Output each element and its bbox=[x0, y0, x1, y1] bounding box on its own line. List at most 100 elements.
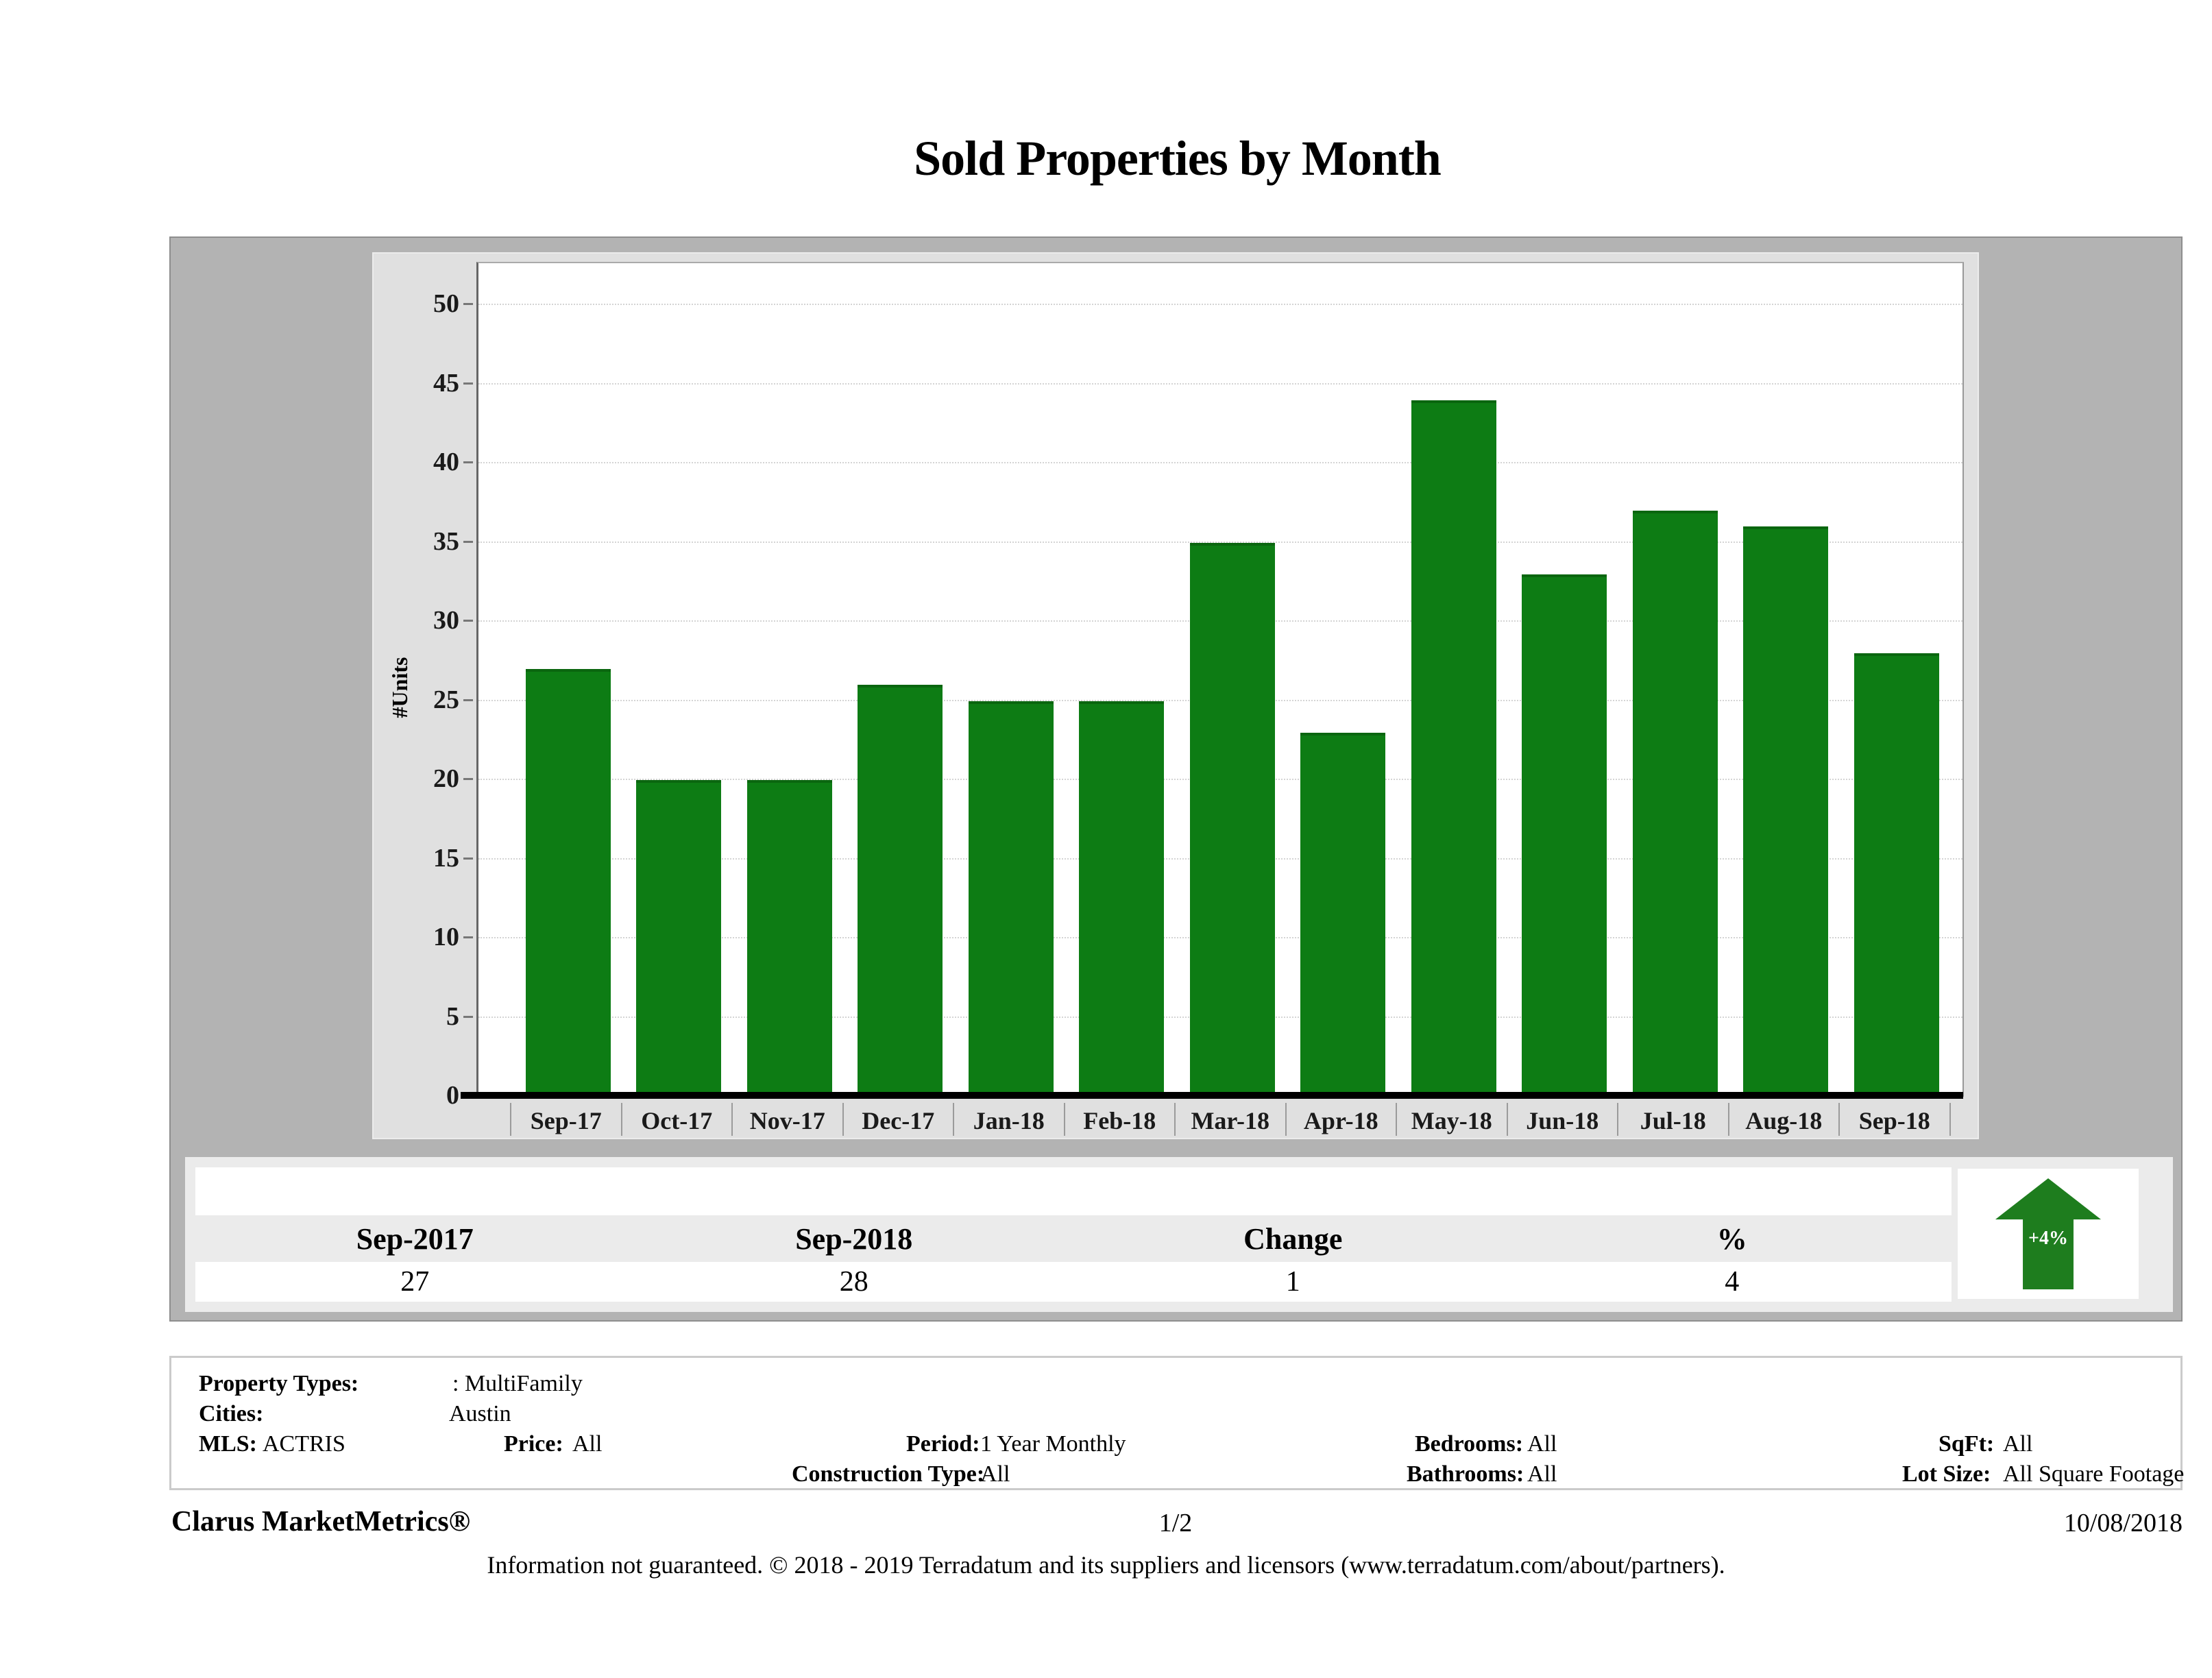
x-tick-label-Nov-17: Nov-17 bbox=[749, 1107, 825, 1134]
filters-panel: Property Types: : MultiFamily Cities: Au… bbox=[169, 1356, 2185, 1490]
bar-Apr-18 bbox=[1300, 732, 1386, 1097]
summary-table-value-row: 27 28 1 4 bbox=[195, 1262, 1952, 1302]
page-title: Sold Properties by Month bbox=[914, 131, 1442, 186]
up-arrow-icon: +4% bbox=[1995, 1178, 2101, 1289]
cities-value: Austin bbox=[449, 1401, 511, 1426]
y-tick-label-35: 35 bbox=[433, 526, 459, 556]
x-tick-separator bbox=[1285, 1103, 1287, 1136]
summary-value-cell: 4 bbox=[1725, 1266, 1740, 1298]
x-tick-label-Feb-18: Feb-18 bbox=[1083, 1107, 1156, 1134]
bar-Jan-18 bbox=[968, 701, 1054, 1097]
summary-header-cell: Sep-2018 bbox=[795, 1221, 913, 1256]
report-date: 10/08/2018 bbox=[2063, 1509, 2183, 1537]
summary-value-cell: 27 bbox=[400, 1266, 430, 1298]
mls-value: ACTRIS bbox=[263, 1431, 345, 1457]
x-tick-separator bbox=[1949, 1103, 1951, 1136]
construction-type-label: Construction Type: bbox=[792, 1461, 985, 1487]
x-tick-separator bbox=[842, 1103, 844, 1136]
y-tick-label-10: 10 bbox=[433, 923, 459, 951]
x-tick-label-Jun-18: Jun-18 bbox=[1526, 1107, 1599, 1134]
x-tick-label-Oct-17: Oct-17 bbox=[641, 1107, 713, 1134]
bar-Jun-18 bbox=[1522, 574, 1607, 1097]
bar-Dec-17 bbox=[858, 685, 943, 1097]
summary-header-cell: Change bbox=[1243, 1221, 1343, 1256]
bar-Aug-18 bbox=[1743, 526, 1829, 1097]
y-tick-mark bbox=[463, 857, 473, 860]
gridline bbox=[478, 382, 1962, 385]
x-tick-label-Mar-18: Mar-18 bbox=[1191, 1107, 1270, 1134]
x-tick-separator bbox=[1727, 1103, 1729, 1136]
x-tick-separator bbox=[1396, 1103, 1397, 1136]
x-tick-separator bbox=[1838, 1103, 1840, 1136]
period-value: 1 Year Monthly bbox=[980, 1431, 1126, 1457]
x-tick-separator bbox=[953, 1103, 954, 1136]
construction-type-value: All bbox=[980, 1461, 1010, 1487]
x-tick-label-May-18: May-18 bbox=[1411, 1107, 1492, 1134]
gridline bbox=[478, 462, 1962, 463]
x-tick-label-Jul-18: Jul-18 bbox=[1640, 1107, 1706, 1134]
y-tick-mark bbox=[463, 778, 473, 780]
y-tick-mark bbox=[463, 936, 473, 938]
disclaimer-text: Information not guaranteed. © 2018 - 201… bbox=[487, 1551, 1725, 1579]
period-label: Period: bbox=[906, 1431, 980, 1457]
summary-value-cell: 1 bbox=[1285, 1266, 1300, 1298]
x-tick-label-Jan-18: Jan-18 bbox=[973, 1107, 1045, 1134]
x-tick-label-Sep-18: Sep-18 bbox=[1858, 1107, 1930, 1134]
lot-size-value: All Square Footage bbox=[2003, 1461, 2185, 1487]
sqft-value: All bbox=[2003, 1431, 2033, 1457]
x-tick-separator bbox=[510, 1103, 511, 1136]
property-types-value: : MultiFamily bbox=[452, 1371, 583, 1396]
trend-badge: +4% bbox=[1958, 1169, 2139, 1299]
bar-Oct-17 bbox=[636, 780, 722, 1097]
x-tick-separator bbox=[731, 1103, 733, 1136]
summary-header-cell: Sep-2017 bbox=[356, 1221, 474, 1256]
x-tick-separator bbox=[620, 1103, 622, 1136]
x-tick-separator bbox=[1506, 1103, 1508, 1136]
mls-label: MLS: bbox=[199, 1431, 257, 1457]
bar-Feb-18 bbox=[1079, 701, 1165, 1097]
price-value: All bbox=[572, 1431, 603, 1457]
y-tick-label-40: 40 bbox=[433, 448, 459, 476]
y-tick-mark bbox=[463, 698, 473, 701]
page-number: 1/2 bbox=[1158, 1509, 1193, 1537]
y-tick-mark bbox=[463, 620, 473, 622]
bar-Mar-18 bbox=[1189, 542, 1275, 1097]
x-tick-label-Dec-17: Dec-17 bbox=[862, 1107, 935, 1134]
bar-Nov-17 bbox=[746, 780, 832, 1097]
y-tick-mark bbox=[463, 1015, 473, 1018]
y-tick-label-5: 5 bbox=[446, 1001, 459, 1031]
x-tick-label-Apr-18: Apr-18 bbox=[1303, 1107, 1378, 1134]
bedrooms-label: Bedrooms: bbox=[1415, 1431, 1524, 1457]
y-tick-label-0: 0 bbox=[446, 1081, 459, 1110]
y-tick-label-20: 20 bbox=[433, 764, 459, 793]
gridline bbox=[478, 541, 1962, 543]
trend-badge-label: +4% bbox=[2028, 1228, 2068, 1249]
y-tick-label-25: 25 bbox=[433, 685, 459, 714]
x-tick-separator bbox=[1174, 1103, 1176, 1136]
bathrooms-label: Bathrooms: bbox=[1407, 1461, 1524, 1487]
y-tick-mark bbox=[463, 461, 473, 463]
bar-chart-plot-area bbox=[476, 262, 1964, 1097]
bar-Sep-18 bbox=[1854, 653, 1939, 1097]
bar-Sep-17 bbox=[525, 669, 611, 1097]
bathrooms-value: All bbox=[1527, 1461, 1557, 1487]
summary-value-cell: 28 bbox=[839, 1266, 868, 1298]
y-tick-mark bbox=[463, 382, 473, 385]
y-tick-mark bbox=[463, 303, 473, 305]
x-tick-label-Sep-17: Sep-17 bbox=[530, 1107, 602, 1134]
bar-May-18 bbox=[1411, 400, 1496, 1097]
y-tick-label-50: 50 bbox=[433, 289, 459, 318]
price-label: Price: bbox=[504, 1431, 563, 1457]
brand-name: Clarus MarketMetrics® bbox=[171, 1506, 471, 1537]
sqft-label: SqFt: bbox=[1938, 1431, 1995, 1457]
gridline bbox=[478, 304, 1962, 305]
bar-Jul-18 bbox=[1632, 511, 1718, 1097]
summary-table-spacer-row bbox=[195, 1167, 1952, 1215]
y-tick-label-45: 45 bbox=[433, 368, 459, 398]
x-tick-separator bbox=[1063, 1103, 1065, 1136]
x-axis-line bbox=[461, 1092, 1963, 1099]
property-types-label: Property Types: bbox=[199, 1371, 359, 1396]
y-tick-label-30: 30 bbox=[433, 606, 459, 635]
x-tick-label-Aug-18: Aug-18 bbox=[1745, 1107, 1823, 1134]
